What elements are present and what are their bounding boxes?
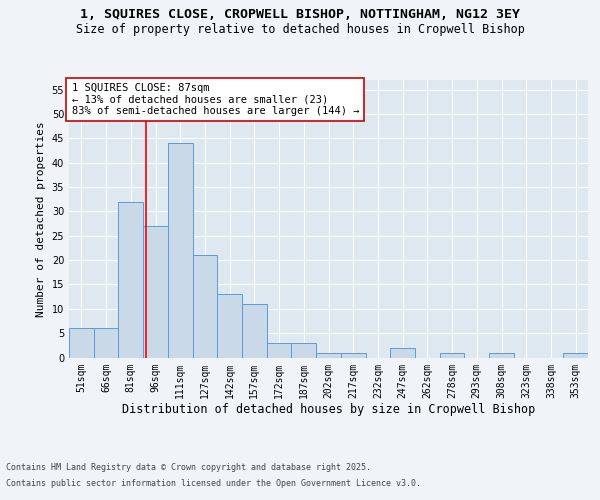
Bar <box>563 352 588 358</box>
Text: Size of property relative to detached houses in Cropwell Bishop: Size of property relative to detached ho… <box>76 22 524 36</box>
Bar <box>217 294 242 358</box>
Bar <box>316 352 341 358</box>
Bar <box>489 352 514 358</box>
Bar <box>193 256 217 358</box>
X-axis label: Distribution of detached houses by size in Cropwell Bishop: Distribution of detached houses by size … <box>122 403 535 416</box>
Text: 1, SQUIRES CLOSE, CROPWELL BISHOP, NOTTINGHAM, NG12 3EY: 1, SQUIRES CLOSE, CROPWELL BISHOP, NOTTI… <box>80 8 520 20</box>
Bar <box>341 352 365 358</box>
Bar <box>94 328 118 358</box>
Y-axis label: Number of detached properties: Number of detached properties <box>36 121 46 316</box>
Bar <box>69 328 94 358</box>
Bar <box>118 202 143 358</box>
Text: Contains HM Land Registry data © Crown copyright and database right 2025.: Contains HM Land Registry data © Crown c… <box>6 462 371 471</box>
Bar <box>440 352 464 358</box>
Bar <box>292 343 316 357</box>
Text: Contains public sector information licensed under the Open Government Licence v3: Contains public sector information licen… <box>6 479 421 488</box>
Text: 1 SQUIRES CLOSE: 87sqm
← 13% of detached houses are smaller (23)
83% of semi-det: 1 SQUIRES CLOSE: 87sqm ← 13% of detached… <box>71 83 359 116</box>
Bar <box>168 144 193 358</box>
Bar <box>242 304 267 358</box>
Bar <box>390 348 415 358</box>
Bar <box>143 226 168 358</box>
Bar <box>267 343 292 357</box>
